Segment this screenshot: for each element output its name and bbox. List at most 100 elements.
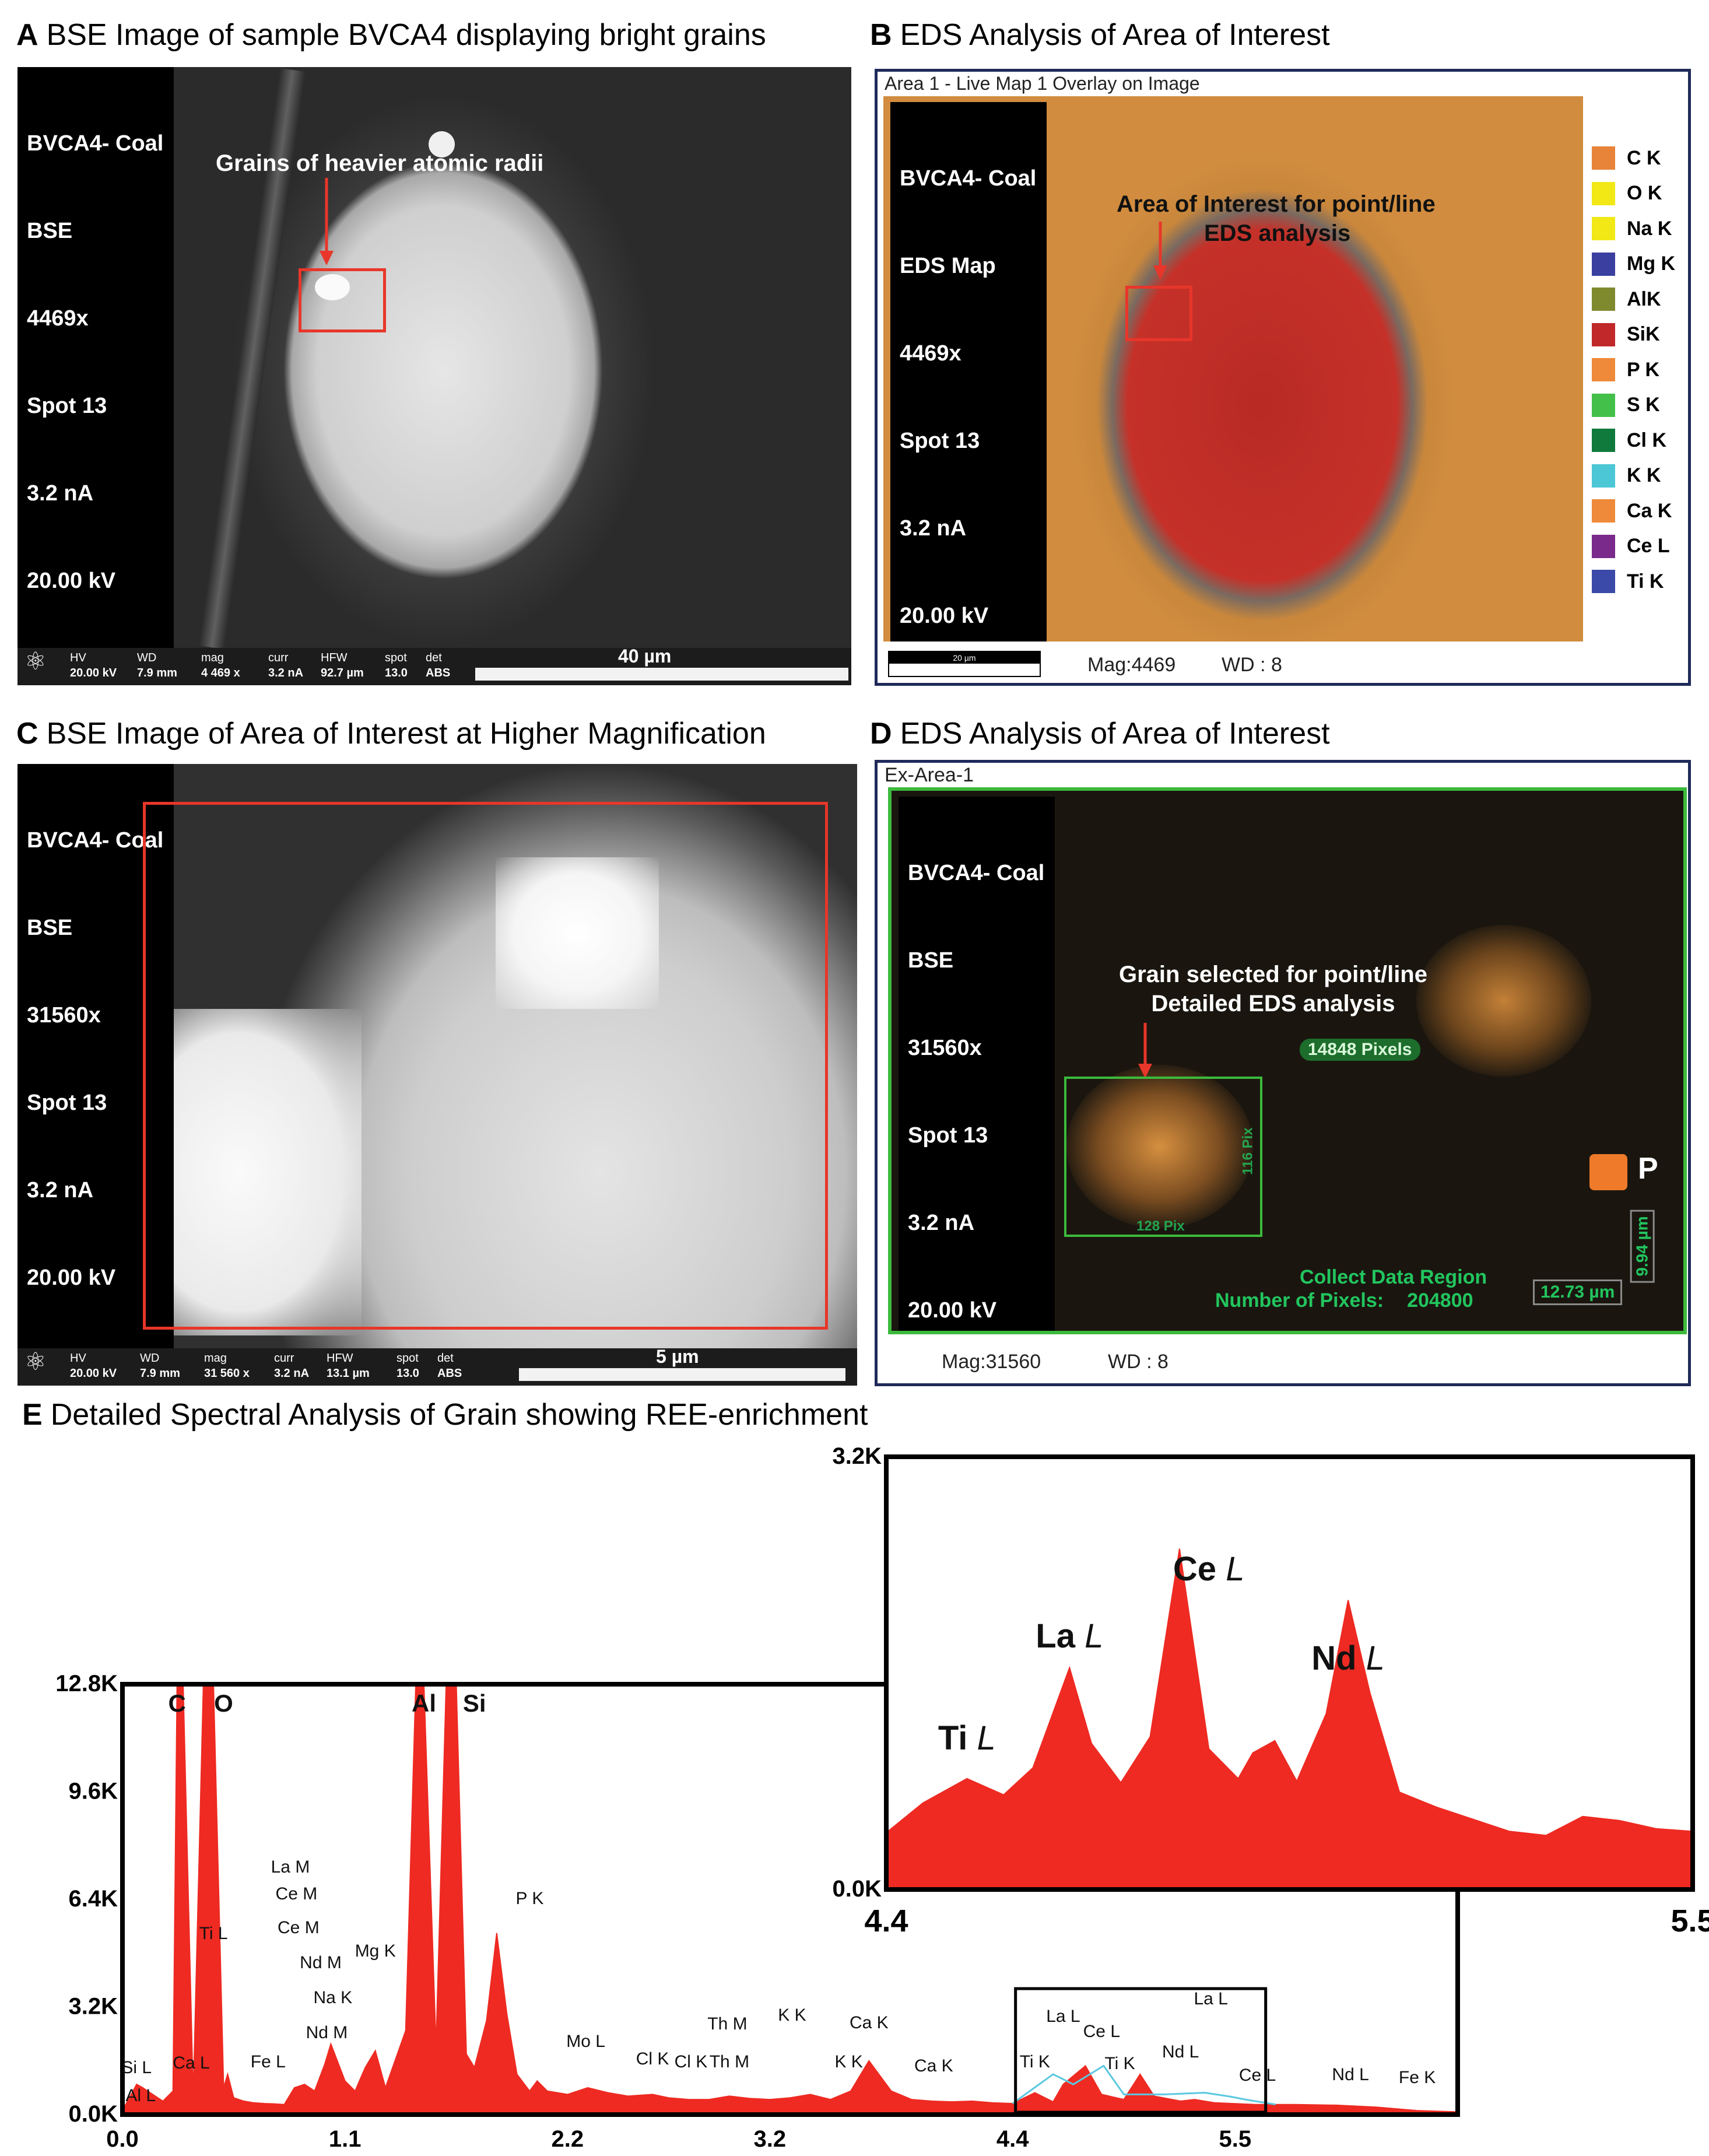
peak-label: Ti K	[1104, 2054, 1135, 2073]
annotation-a: Grains of heavier atomic radii	[216, 150, 544, 176]
collect-region-line2: Number of Pixels: 204800	[1215, 1289, 1473, 1312]
panel-title-text: BSE Image of Area of Interest at Higher …	[46, 717, 766, 751]
pixels-tag: 14848 Pixels	[1300, 1039, 1420, 1061]
hv-cell: HV 20.00 kV	[70, 651, 117, 679]
inset-spectrum-y-tick-label: 3.2K	[833, 1443, 882, 1469]
inset-peak-label: Ce L	[1173, 1550, 1245, 1588]
grain-cloud-right	[1416, 925, 1591, 1077]
info-line: 20.00 kV	[908, 1298, 997, 1323]
image-info-c: BVCA4- Coal BSE 31560x Spot 13 3.2 nA 20…	[17, 764, 174, 1356]
collect-region-line1: Collect Data Region	[1300, 1266, 1487, 1288]
legend-item: Na K	[1592, 211, 1675, 247]
zoom-region-box	[1014, 1987, 1268, 2114]
peak-label: Ca K	[914, 2056, 953, 2076]
inset-spectrum-x-tick-label: 4.4	[864, 1903, 908, 1938]
info-line: 20.00 kV	[27, 1265, 116, 1290]
inset-spectrum-series-area	[886, 1548, 1693, 1890]
legend-item: Ca K	[1592, 493, 1675, 529]
mag-cell: mag 4 469 x	[201, 651, 240, 679]
annotation-d: Grain selected for point/line Detailed E…	[1119, 960, 1427, 1018]
selected-grain-box: 128 Pix 116 Pix	[1064, 1077, 1262, 1237]
main-spectrum-x-tick-label: 5.5	[1219, 2126, 1252, 2152]
main-spectrum-series-area	[122, 1684, 1458, 2115]
info-line: 3.2 nA	[908, 1211, 975, 1235]
peak-label: Fe L	[251, 2052, 286, 2071]
main-spectrum-y-tick-label: 9.6K	[69, 1779, 118, 1804]
peak-label: Nd M	[300, 1953, 342, 1972]
bright-grain	[315, 274, 350, 300]
info-line: 31560x	[908, 1036, 982, 1060]
scale-label: 5 µm	[656, 1346, 699, 1367]
inset-spectrum-frame	[884, 1454, 1695, 1892]
panel-letter: C	[16, 717, 38, 751]
peak-label: Ti L	[199, 1924, 228, 1943]
annotation-line: Detailed EDS analysis	[1151, 991, 1395, 1016]
main-spectrum-y-tick-label: 12.8K	[55, 1671, 118, 1696]
peak-label: Ti K	[1020, 2052, 1050, 2071]
panel-title-text: EDS Analysis of Area of Interest	[900, 717, 1330, 751]
peak-label: Cl K	[636, 2049, 669, 2069]
panel-title-text: BSE Image of sample BVCA4 displaying bri…	[46, 18, 766, 52]
info-line: Spot 13	[27, 394, 107, 418]
image-info-d: BVCA4- Coal BSE 31560x Spot 13 3.2 nA 20…	[899, 797, 1055, 1331]
wd-d: WD : 8	[1108, 1351, 1168, 1373]
region-box-a	[299, 268, 386, 332]
legend-item: C K	[1592, 141, 1675, 176]
legend-item: O K	[1592, 176, 1675, 212]
info-line: BSE	[908, 948, 954, 973]
peak-label: Nd L	[1332, 2065, 1368, 2084]
main-spectrum-series-line	[1012, 2064, 1276, 2106]
peak-label: Ca L	[173, 2053, 209, 2073]
dim-width: 12.73 µm	[1533, 1279, 1623, 1305]
info-line: BSE	[27, 219, 73, 243]
inset-spectrum-x-tick-label: 5.5	[1671, 1903, 1709, 1938]
main-spectrum-x-tick-label: 2.2	[552, 2126, 584, 2152]
peak-label-major: Al	[412, 1689, 436, 1717]
peak-label: La L	[1046, 2007, 1080, 2026]
hfw-cell: HFW 13.1 µm	[327, 1352, 370, 1380]
box-width-label: 128 Pix	[1136, 1218, 1185, 1234]
main-spectrum-y-tick-label: 6.4K	[69, 1886, 118, 1912]
info-line: 4469x	[27, 306, 89, 331]
annotation-line: Grain selected for point/line	[1119, 962, 1427, 987]
eds-map-b: BVCA4- Coal EDS Map 4469x Spot 13 3.2 nA…	[883, 96, 1583, 641]
sem-databar-a: ⚛ HV 20.00 kV WD 7.9 mm mag 4 469 x curr 3.2…	[17, 646, 851, 685]
info-line: Spot 13	[908, 1123, 988, 1148]
hfw-cell: HFW 92.7 µm	[321, 651, 364, 679]
inset-peak-label: La L	[1036, 1617, 1103, 1655]
info-line: BVCA4- Coal	[900, 166, 1037, 191]
wd-cell: WD 7.9 mm	[140, 1352, 180, 1380]
panel-d-title: D EDS Analysis of Area of Interest	[870, 716, 1330, 751]
annotation-arrow-b	[1153, 222, 1167, 280]
spot-cell: spot 13.0	[396, 1352, 419, 1380]
peak-label: Nd M	[306, 2023, 348, 2042]
peak-label-major: Si	[463, 1689, 486, 1717]
peak-label: Ce M	[276, 1884, 318, 1903]
info-line: BVCA4- Coal	[908, 861, 1045, 885]
annotation-line: Area of Interest for point/line	[1117, 191, 1436, 217]
panel-title-text: Detailed Spectral Analysis of Grain show…	[50, 1398, 868, 1432]
scale-box-b: 20 µm	[888, 651, 1041, 677]
peak-label: Si L	[121, 2058, 152, 2077]
grain-cloud-left	[1066, 1065, 1253, 1228]
inset-peak-label: Ti L	[938, 1719, 996, 1757]
wd-cell: WD 7.9 mm	[137, 651, 177, 679]
annotation-b: Area of Interest for point/line EDS anal…	[1117, 190, 1436, 248]
info-line: 20.00 kV	[27, 569, 116, 593]
info-line: 3.2 nA	[900, 516, 967, 541]
peak-label: Th M	[707, 2014, 747, 2034]
info-line: BVCA4- Coal	[27, 131, 164, 156]
legend-item: AlK	[1592, 282, 1675, 317]
scale-label: 20 µm	[889, 652, 1040, 664]
peak-label: Cl K	[675, 2052, 708, 2071]
peak-label: La L	[1194, 1989, 1228, 2008]
main-spectrum-x-tick-label: 4.4	[996, 2126, 1029, 2152]
image-info-b: BVCA4- Coal EDS Map 4469x Spot 13 3.2 nA…	[890, 102, 1047, 641]
info-line: 3.2 nA	[27, 481, 94, 506]
element-swatch-p	[1589, 1154, 1627, 1190]
main-spectrum-x-tick-label: 0.0	[106, 2126, 139, 2152]
annotation-line: EDS analysis	[1204, 220, 1351, 246]
info-line: Spot 13	[900, 429, 980, 453]
legend-item: Cl K	[1592, 423, 1675, 458]
